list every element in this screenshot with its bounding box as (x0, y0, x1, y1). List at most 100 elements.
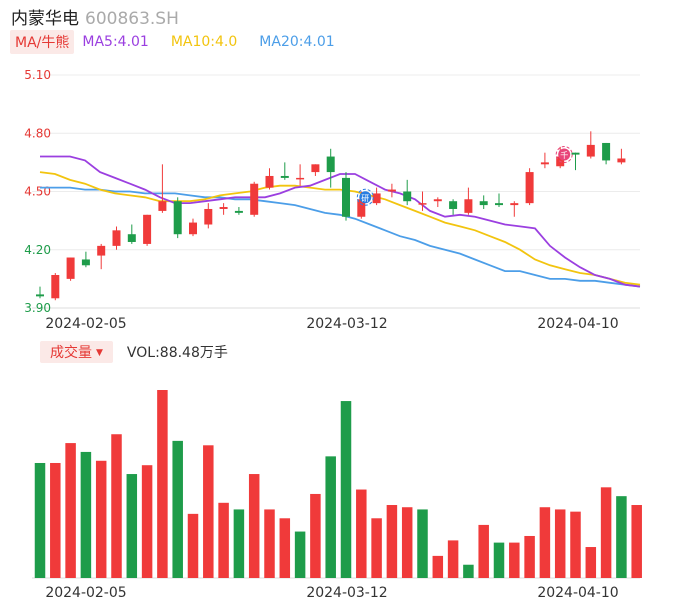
candle (143, 214, 152, 246)
candle-body (97, 245, 106, 256)
candle (280, 162, 289, 180)
candle (387, 183, 396, 198)
candle (372, 187, 381, 206)
volume-bar (478, 524, 489, 578)
candle-body (495, 203, 503, 206)
candle-body (127, 234, 136, 242)
candle (97, 243, 106, 270)
volume-bar (417, 509, 428, 578)
volume-value: VOL:88.48万手 (126, 345, 228, 361)
candle-body (280, 175, 289, 178)
candle (418, 191, 427, 211)
marker-ring (555, 146, 573, 164)
marker-ring (356, 188, 374, 206)
x-tick-label: 2024-02-05 (45, 585, 126, 601)
volume-bar (585, 547, 597, 578)
candle (464, 187, 473, 215)
volume-bar (203, 445, 214, 578)
candle-body (342, 177, 350, 217)
x-tick-label: 2024-03-12 (306, 316, 387, 332)
ma-indicator-selector[interactable]: MA/牛熊 (10, 30, 75, 54)
x-tick-label: 2024-04-10 (537, 585, 618, 601)
volume-bar (600, 487, 612, 578)
candle (219, 203, 228, 215)
candle (571, 152, 580, 171)
volume-bar (325, 456, 336, 578)
volume-legend: 成交量 ▼ VOL:88.48万手 (40, 341, 228, 363)
candle (326, 148, 335, 188)
stock-name: 内蒙华电 (11, 9, 79, 29)
volume-bar (187, 513, 199, 578)
volume-bar (310, 493, 321, 578)
volume-bar (631, 505, 642, 578)
volume-bar (463, 564, 474, 578)
volume-bar (356, 489, 367, 578)
volume-bar (294, 531, 306, 578)
candle (479, 195, 488, 209)
ma20-label: MA20:4.01 (259, 34, 335, 50)
volume-bar (80, 451, 92, 578)
volume-bar (264, 509, 275, 578)
candle (525, 168, 534, 206)
volume-bar (401, 507, 413, 578)
volume-bar (34, 462, 46, 578)
volume-bar (386, 505, 398, 578)
candle (403, 179, 412, 206)
candle (495, 193, 503, 208)
x-tick-label: 2024-04-10 (537, 316, 618, 332)
candle-body (234, 210, 243, 213)
y-tick-label: 4.20 (24, 243, 51, 257)
volume-bar (218, 502, 229, 578)
candle-body (326, 156, 335, 173)
candle-body (540, 162, 549, 165)
candle-body (311, 164, 320, 173)
volume-bar (65, 443, 76, 578)
volume-bar (340, 401, 352, 578)
candle (234, 207, 243, 215)
x-tick-label: 2024-02-05 (45, 316, 126, 332)
candle (51, 273, 60, 301)
candle (112, 226, 121, 250)
ma20-line (40, 186, 641, 288)
volume-bar (248, 474, 260, 578)
volume-bars (32, 390, 642, 579)
candle-body (81, 259, 90, 266)
candle (311, 164, 320, 176)
candle-body (586, 144, 595, 157)
candle-body (173, 201, 182, 235)
candle-body (387, 189, 396, 192)
candle (36, 286, 44, 299)
x-tick-label: 2024-03-12 (306, 585, 387, 601)
event-marker-icon: 千 (555, 146, 573, 164)
volume-indicator-selector[interactable]: 成交量 ▼ (40, 341, 113, 363)
candle-body (296, 177, 305, 180)
candle-body (464, 199, 473, 213)
candle-body (189, 222, 197, 235)
candle-body (250, 183, 259, 215)
marker-label: 研 (361, 194, 369, 203)
candle-body (617, 158, 626, 163)
marker-dot (359, 191, 372, 204)
candle-body (571, 152, 580, 155)
candle (296, 164, 305, 186)
candle-body (36, 294, 44, 297)
volume-bar (371, 518, 382, 578)
volume-bar (570, 511, 581, 578)
volume-bar (279, 518, 291, 578)
y-tick-label: 4.80 (24, 126, 51, 140)
volume-bar (432, 555, 444, 578)
volume-tag-label: 成交量 (50, 345, 92, 361)
candle (510, 201, 519, 217)
marker-label: 千 (560, 150, 568, 160)
candle-body (433, 199, 442, 202)
volume-bar (111, 434, 122, 578)
stock-code: 600863.SH (85, 9, 179, 29)
volume-bar (509, 542, 520, 578)
y-tick-label: 4.50 (24, 185, 51, 199)
volume-bar (233, 509, 245, 578)
price-axis: 5.10 4.80 4.50 4.20 3.90 (24, 68, 51, 315)
date-axis-top: 2024-02-05 2024-03-12 2024-04-10 (45, 316, 618, 332)
y-tick-label: 5.10 (24, 68, 51, 82)
candle-body (602, 142, 611, 161)
